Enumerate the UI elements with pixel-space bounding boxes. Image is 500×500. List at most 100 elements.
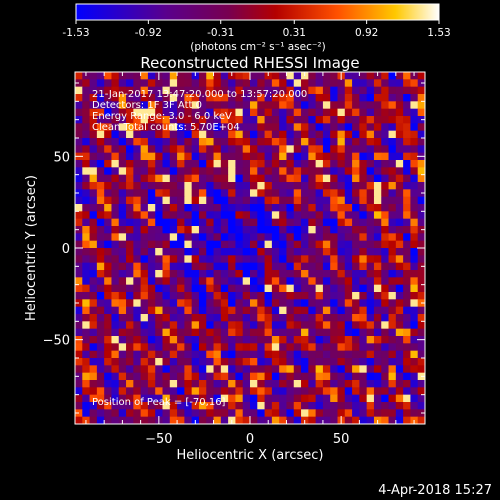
heatmap-cell — [250, 380, 258, 388]
heatmap-cell — [352, 160, 360, 168]
heatmap-cell — [337, 328, 346, 337]
heatmap-cell — [118, 314, 127, 322]
heatmap-cell — [89, 372, 98, 381]
heatmap-cell — [96, 86, 105, 95]
heatmap-cell — [264, 123, 273, 132]
heatmap-cell — [286, 72, 295, 80]
heatmap-cell — [250, 387, 258, 396]
heatmap-cell — [220, 86, 229, 95]
heatmap-cell — [140, 387, 149, 396]
heatmap-cell — [162, 336, 171, 344]
heatmap-cell — [279, 204, 287, 212]
heatmap-cell — [177, 394, 185, 403]
heatmap-cell — [118, 226, 127, 234]
heatmap-cell — [286, 189, 295, 198]
heatmap-cell — [198, 299, 207, 308]
heatmap-cell — [191, 409, 200, 418]
heatmap-cell — [403, 314, 411, 322]
heatmap-cell — [359, 152, 368, 161]
heatmap-cell — [337, 86, 346, 95]
heatmap-cell — [395, 116, 404, 124]
heatmap-cell — [337, 138, 346, 146]
heatmap-cell — [213, 167, 222, 176]
heatmap-cell — [308, 101, 317, 110]
heatmap-cell — [75, 218, 83, 227]
heatmap-cell — [213, 233, 222, 242]
heatmap-cell — [111, 130, 120, 139]
heatmap-cell — [191, 270, 200, 278]
heatmap-cell — [104, 123, 112, 132]
heatmap-cell — [315, 130, 324, 139]
heatmap-cell — [162, 174, 171, 183]
heatmap-cell — [242, 211, 251, 220]
heatmap-cell — [213, 402, 222, 410]
heatmap-cell — [184, 108, 193, 117]
heatmap-cell — [388, 189, 397, 198]
heatmap-cell — [191, 160, 200, 168]
heatmap-cell — [155, 321, 163, 330]
heatmap-cell — [286, 130, 295, 139]
heatmap-cell — [82, 402, 90, 410]
heatmap-cell — [126, 314, 134, 322]
heatmap-cell — [315, 196, 324, 205]
heatmap-cell — [337, 152, 346, 161]
heatmap-cell — [162, 292, 171, 300]
heatmap-cell — [293, 336, 302, 344]
heatmap-cell — [191, 328, 200, 337]
heatmap-cell — [184, 182, 193, 190]
heatmap-cell — [82, 233, 90, 242]
heatmap-cell — [96, 416, 105, 424]
heatmap-cell — [366, 387, 375, 396]
heatmap-cell — [286, 145, 295, 154]
heatmap-cell — [242, 152, 251, 161]
heatmap-cell — [250, 189, 258, 198]
heatmap-cell — [133, 402, 142, 410]
heatmap-cell — [242, 358, 251, 366]
heatmap-cell — [228, 277, 236, 286]
heatmap-cell — [403, 284, 411, 293]
heatmap-cell — [381, 152, 389, 161]
heatmap-cell — [344, 130, 353, 139]
heatmap-cell — [388, 152, 397, 161]
heatmap-cell — [228, 123, 236, 132]
heatmap-cell — [381, 270, 389, 278]
heatmap-cell — [206, 138, 214, 146]
heatmap-cell — [206, 108, 214, 117]
heatmap-cell — [337, 365, 346, 374]
heatmap-cell — [315, 233, 324, 242]
heatmap-cell — [381, 174, 389, 183]
heatmap-cell — [111, 240, 120, 249]
heatmap-cell — [359, 402, 368, 410]
heatmap-cell — [271, 321, 280, 330]
heatmap-cell — [191, 204, 200, 212]
heatmap-cell — [82, 182, 90, 190]
heatmap-cell — [169, 196, 178, 205]
heatmap-cell — [279, 152, 287, 161]
heatmap-cell — [250, 248, 258, 256]
heatmap-cell — [257, 130, 265, 139]
heatmap-cell — [242, 402, 251, 410]
heatmap-cell — [147, 130, 156, 139]
heatmap-cell — [162, 204, 171, 212]
heatmap-cell — [140, 116, 149, 124]
heatmap-cell — [373, 292, 382, 300]
heatmap-cell — [147, 211, 156, 220]
heatmap-cell — [301, 182, 309, 190]
heatmap-cell — [359, 204, 368, 212]
heatmap-cell — [330, 314, 338, 322]
heatmap-cell — [118, 182, 127, 190]
heatmap-cell — [89, 321, 98, 330]
heatmap-cell — [250, 314, 258, 322]
heatmap-cell — [82, 108, 90, 117]
heatmap-cell — [177, 211, 185, 220]
heatmap-cell — [184, 350, 193, 359]
heatmap-cell — [184, 116, 193, 124]
heatmap-cell — [111, 358, 120, 366]
heatmap-cell — [89, 365, 98, 374]
heatmap-cell — [388, 108, 397, 117]
heatmap-cell — [344, 409, 353, 418]
heatmap-cell — [417, 167, 425, 176]
heatmap-cell — [271, 86, 280, 95]
heatmap-cell — [286, 292, 295, 300]
heatmap-cell — [118, 123, 127, 132]
